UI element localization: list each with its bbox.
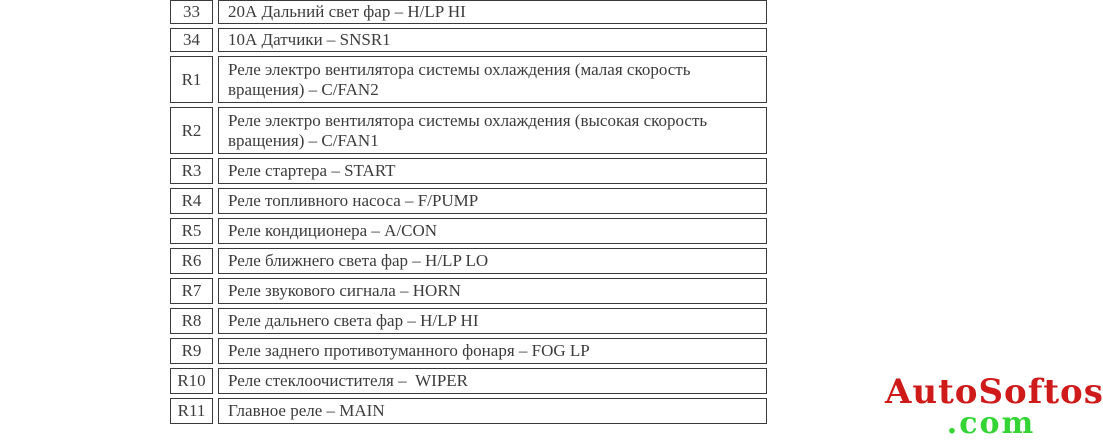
row-description: Реле дальнего света фар – H/LP HI (228, 311, 479, 331)
table-row: R3 Реле стартера – START (170, 158, 767, 184)
row-id: R6 (181, 251, 202, 270)
row-id-cell: 34 (170, 28, 213, 52)
fuse-relay-table: 33 20А Дальний свет фар – H/LP HI 34 10А… (170, 0, 767, 428)
row-id-cell: R4 (170, 188, 213, 214)
row-description: Реле стеклоочистителя – WIPER (228, 371, 469, 391)
row-id: R10 (177, 371, 206, 390)
row-description-cell: Реле ближнего света фар – H/LP LO (218, 248, 767, 274)
row-description-cell: Реле электро вентилятора системы охлажде… (218, 56, 767, 103)
row-id: 33 (183, 2, 200, 21)
table-row: R4 Реле топливного насоса – F/PUMP (170, 188, 767, 214)
row-id-cell: R2 (170, 107, 213, 154)
watermark-tld: .com (946, 406, 1036, 441)
row-id-cell: R6 (170, 248, 213, 274)
row-description: 20А Дальний свет фар – H/LP HI (228, 2, 466, 22)
row-id: 34 (183, 30, 200, 49)
row-description: 10А Датчики – SNSR1 (228, 30, 391, 50)
row-id-cell: R1 (170, 56, 213, 103)
row-description: Реле заднего противотуманного фонаря – F… (228, 341, 590, 361)
row-description-cell: 10А Датчики – SNSR1 (218, 28, 767, 52)
table-row: R6 Реле ближнего света фар – H/LP LO (170, 248, 767, 274)
row-description-cell: Реле звукового сигнала – HORN (218, 278, 767, 304)
table-row: R2 Реле электро вентилятора системы охла… (170, 107, 767, 154)
watermark-brand: AutoSoftos (885, 372, 1103, 412)
table-row: 34 10А Датчики – SNSR1 (170, 28, 767, 52)
watermark: AutoSoftos .com (885, 372, 1103, 441)
row-description-cell: Реле кондиционера – A/CON (218, 218, 767, 244)
row-id: R5 (181, 221, 202, 240)
row-description: Реле топливного насоса – F/PUMP (228, 191, 479, 211)
row-id-cell: R5 (170, 218, 213, 244)
row-id: R11 (177, 401, 206, 420)
table-row: R9 Реле заднего противотуманного фонаря … (170, 338, 767, 364)
table-row: R7 Реле звукового сигнала – HORN (170, 278, 767, 304)
table-row: R8 Реле дальнего света фар – H/LP HI (170, 308, 767, 334)
row-description-cell: Реле топливного насоса – F/PUMP (218, 188, 767, 214)
row-id: R3 (181, 161, 202, 180)
row-id: R4 (181, 191, 202, 210)
row-description: Реле электро вентилятора системы охлажде… (228, 60, 695, 99)
row-id: R2 (181, 120, 202, 140)
row-description-cell: Реле электро вентилятора системы охлажде… (218, 107, 767, 154)
row-id-cell: R7 (170, 278, 213, 304)
table-row: R1 Реле электро вентилятора системы охла… (170, 56, 767, 103)
row-id-cell: 33 (170, 0, 213, 24)
row-id-cell: R11 (170, 398, 213, 424)
row-description: Реле ближнего света фар – H/LP LO (228, 251, 489, 271)
row-description: Реле кондиционера – A/CON (228, 221, 438, 241)
row-description: Реле электро вентилятора системы охлажде… (228, 111, 712, 150)
row-id: R9 (181, 341, 202, 360)
row-id-cell: R10 (170, 368, 213, 394)
row-description-cell: Реле стартера – START (218, 158, 767, 184)
row-description: Реле звукового сигнала – HORN (228, 281, 461, 301)
row-description-cell: Реле стеклоочистителя – WIPER (218, 368, 767, 394)
row-id: R7 (181, 281, 202, 300)
table-row: 33 20А Дальний свет фар – H/LP HI (170, 0, 767, 24)
row-id-cell: R9 (170, 338, 213, 364)
row-description-cell: Главное реле – MAIN (218, 398, 767, 424)
table-row: R10 Реле стеклоочистителя – WIPER (170, 368, 767, 394)
row-description-cell: 20А Дальний свет фар – H/LP HI (218, 0, 767, 24)
row-id: R1 (181, 69, 202, 89)
row-description: Реле стартера – START (228, 161, 396, 181)
row-description: Главное реле – MAIN (228, 401, 385, 421)
row-description-cell: Реле заднего противотуманного фонаря – F… (218, 338, 767, 364)
row-id-cell: R3 (170, 158, 213, 184)
table-row: R5 Реле кондиционера – A/CON (170, 218, 767, 244)
row-description-cell: Реле дальнего света фар – H/LP HI (218, 308, 767, 334)
row-id: R8 (181, 311, 202, 330)
row-id-cell: R8 (170, 308, 213, 334)
table-row: R11 Главное реле – MAIN (170, 398, 767, 424)
